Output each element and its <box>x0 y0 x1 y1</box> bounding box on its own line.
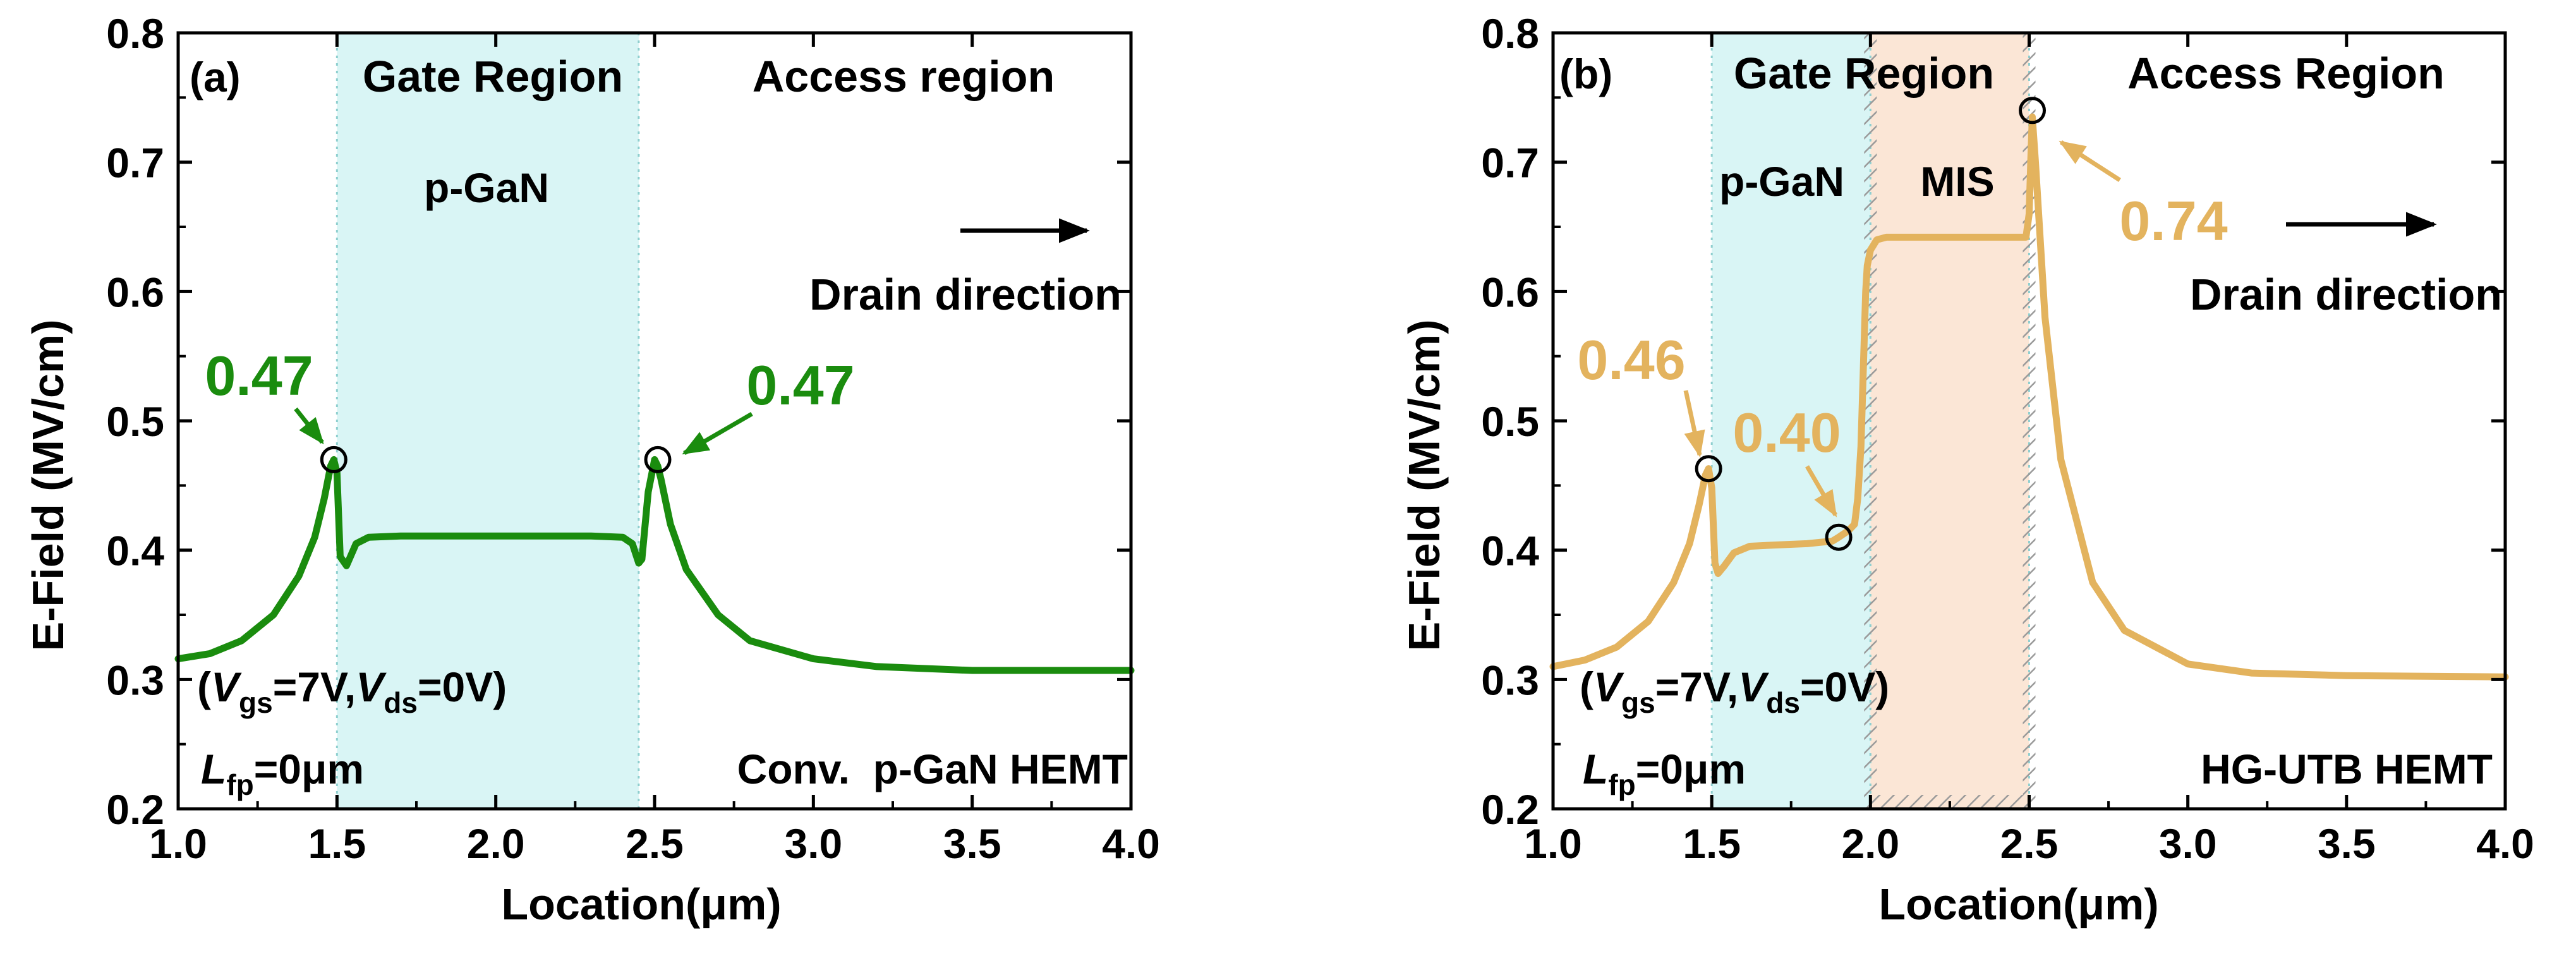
panel-a-condition-label: (Vgs=7V,Vds=0V) <box>197 663 507 719</box>
panel-b-y-axis-label: E-Field (MV/cm) <box>1400 319 1449 651</box>
panel-a-annotation-right: 0.47 <box>746 354 854 416</box>
panel-a-x-tick-label: 2.0 <box>467 820 525 867</box>
panel-a-gate-region-label: Gate Region <box>363 52 623 101</box>
panel-a-x-tick-label: 2.5 <box>626 820 684 867</box>
panel-b-y-tick-label: 0.6 <box>1481 269 1539 315</box>
panel-a-peak-marker-0 <box>320 445 348 473</box>
panel-b-y-tick-label: 0.4 <box>1481 528 1539 574</box>
panel-b-annotation-middle: 0.40 <box>1732 401 1841 464</box>
panel-b-field-plate-label: Lfp=0μm <box>1583 746 1746 801</box>
panel-b-chart: 1.0 1.5 2.0 2.5 3.0 3.5 4.0 0.2 0.3 0.4 0.5 0.6 0.7 0… <box>1400 10 2534 929</box>
panel-a-x-tick-label: 1.0 <box>149 820 207 867</box>
panel-a-x-axis-label: Location(μm) <box>501 880 781 929</box>
panel-b-annotation-right-arrow <box>2059 140 2121 182</box>
panel-a-y-tick-label: 0.2 <box>106 786 164 833</box>
panel-b-condition-label: (Vgs=7V,Vds=0V) <box>1580 663 1889 719</box>
panel-b-x-tick-label: 2.5 <box>2000 820 2059 867</box>
panel-b-y-tick-label: 0.2 <box>1481 786 1539 833</box>
panel-a-region-0 <box>337 33 639 809</box>
panel-a-x-tick-label: 3.5 <box>943 820 1001 867</box>
panel-a-chart: 1.0 1.5 2.0 2.5 3.0 3.5 4.0 0.2 0.3 0.4 0.5 0.6 0.7 0… <box>23 10 1160 929</box>
panel-b-x-tick-label: 3.5 <box>2318 820 2376 867</box>
panel-b-annotation-right: 0.74 <box>2119 190 2227 252</box>
panel-b-mis-label: MIS <box>1920 158 1994 205</box>
panel-a-y-tick-label: 0.6 <box>106 269 164 315</box>
panel-a-y-tick-label: 0.8 <box>106 10 164 57</box>
panel-b-mis-hatch-left <box>1864 33 1877 809</box>
panel-b-annotation-left-arrow <box>1683 390 1705 458</box>
panel-a-annotation-right-arrow <box>682 411 753 456</box>
panel-a-label: (a) <box>190 54 241 100</box>
panel-b-label: (b) <box>1559 51 1612 97</box>
panel-b-x-tick-label: 1.0 <box>1524 820 1582 867</box>
panel-b-device-label: HG-UTB HEMT <box>2201 746 2493 792</box>
panel-a-series-line <box>174 456 1135 674</box>
panel-b-x-tick-label: 3.0 <box>2159 820 2217 867</box>
panel-a-peak-marker-1 <box>644 445 672 473</box>
panel-b-region-0 <box>1712 33 1871 809</box>
panel-a-y-tick-label: 0.5 <box>106 398 164 445</box>
panel-b-peak-marker-2 <box>2019 97 2047 124</box>
panel-b-y-tick-label: 0.3 <box>1481 657 1539 703</box>
panel-a-annotation-left-arrow <box>294 407 324 445</box>
panel-b-x-axis-label: Location(μm) <box>1878 880 2158 929</box>
panel-a-access-region-label: Access region <box>753 52 1055 101</box>
panel-a-y-tick-label: 0.4 <box>106 528 164 574</box>
panel-a-y-axis-label: E-Field (MV/cm) <box>23 319 73 651</box>
panel-b-annotation-middle-arrow <box>1805 465 1838 518</box>
panel-a-material-label: p-GaN <box>424 164 549 211</box>
panel-b-x-tick-label: 2.0 <box>1841 820 1899 867</box>
panel-b-drain-direction-label: Drain direction <box>2190 270 2502 319</box>
panel-a-x-tick-label: 4.0 <box>1102 820 1160 867</box>
panel-b-series-line <box>1549 113 2509 681</box>
panel-b-peak-marker-1 <box>1825 523 1853 551</box>
panel-b-x-tick-label: 1.5 <box>1683 820 1741 867</box>
panel-b-y-tick-label: 0.8 <box>1481 10 1539 57</box>
panel-a-annotation-left: 0.47 <box>205 344 313 407</box>
panel-a-y-tick-label: 0.7 <box>106 140 164 186</box>
panel-b-y-tick-label: 0.5 <box>1481 398 1539 445</box>
panel-a-y-tick-label: 0.3 <box>106 657 164 703</box>
panel-b-material-label: p-GaN <box>1719 158 1844 205</box>
panel-b-gate-region-label: Gate Region <box>1734 49 1994 98</box>
panel-b-access-region-label: Access Region <box>2127 49 2445 98</box>
panel-b-x-tick-label: 4.0 <box>2476 820 2534 867</box>
panel-a-device-label: Conv. p-GaN HEMT <box>737 746 1128 792</box>
panel-b-region-1 <box>1870 33 2029 809</box>
panel-b-annotation-left: 0.46 <box>1577 329 1685 391</box>
panel-a-x-tick-label: 3.0 <box>784 820 842 867</box>
panel-a-field-plate-label: Lfp=0μm <box>201 746 364 801</box>
panel-a-drain-direction-label: Drain direction <box>809 270 1122 319</box>
panel-b-peak-marker-0 <box>1695 455 1722 483</box>
panel-b-y-tick-label: 0.7 <box>1481 140 1539 186</box>
panel-a-x-tick-label: 1.5 <box>308 820 366 867</box>
